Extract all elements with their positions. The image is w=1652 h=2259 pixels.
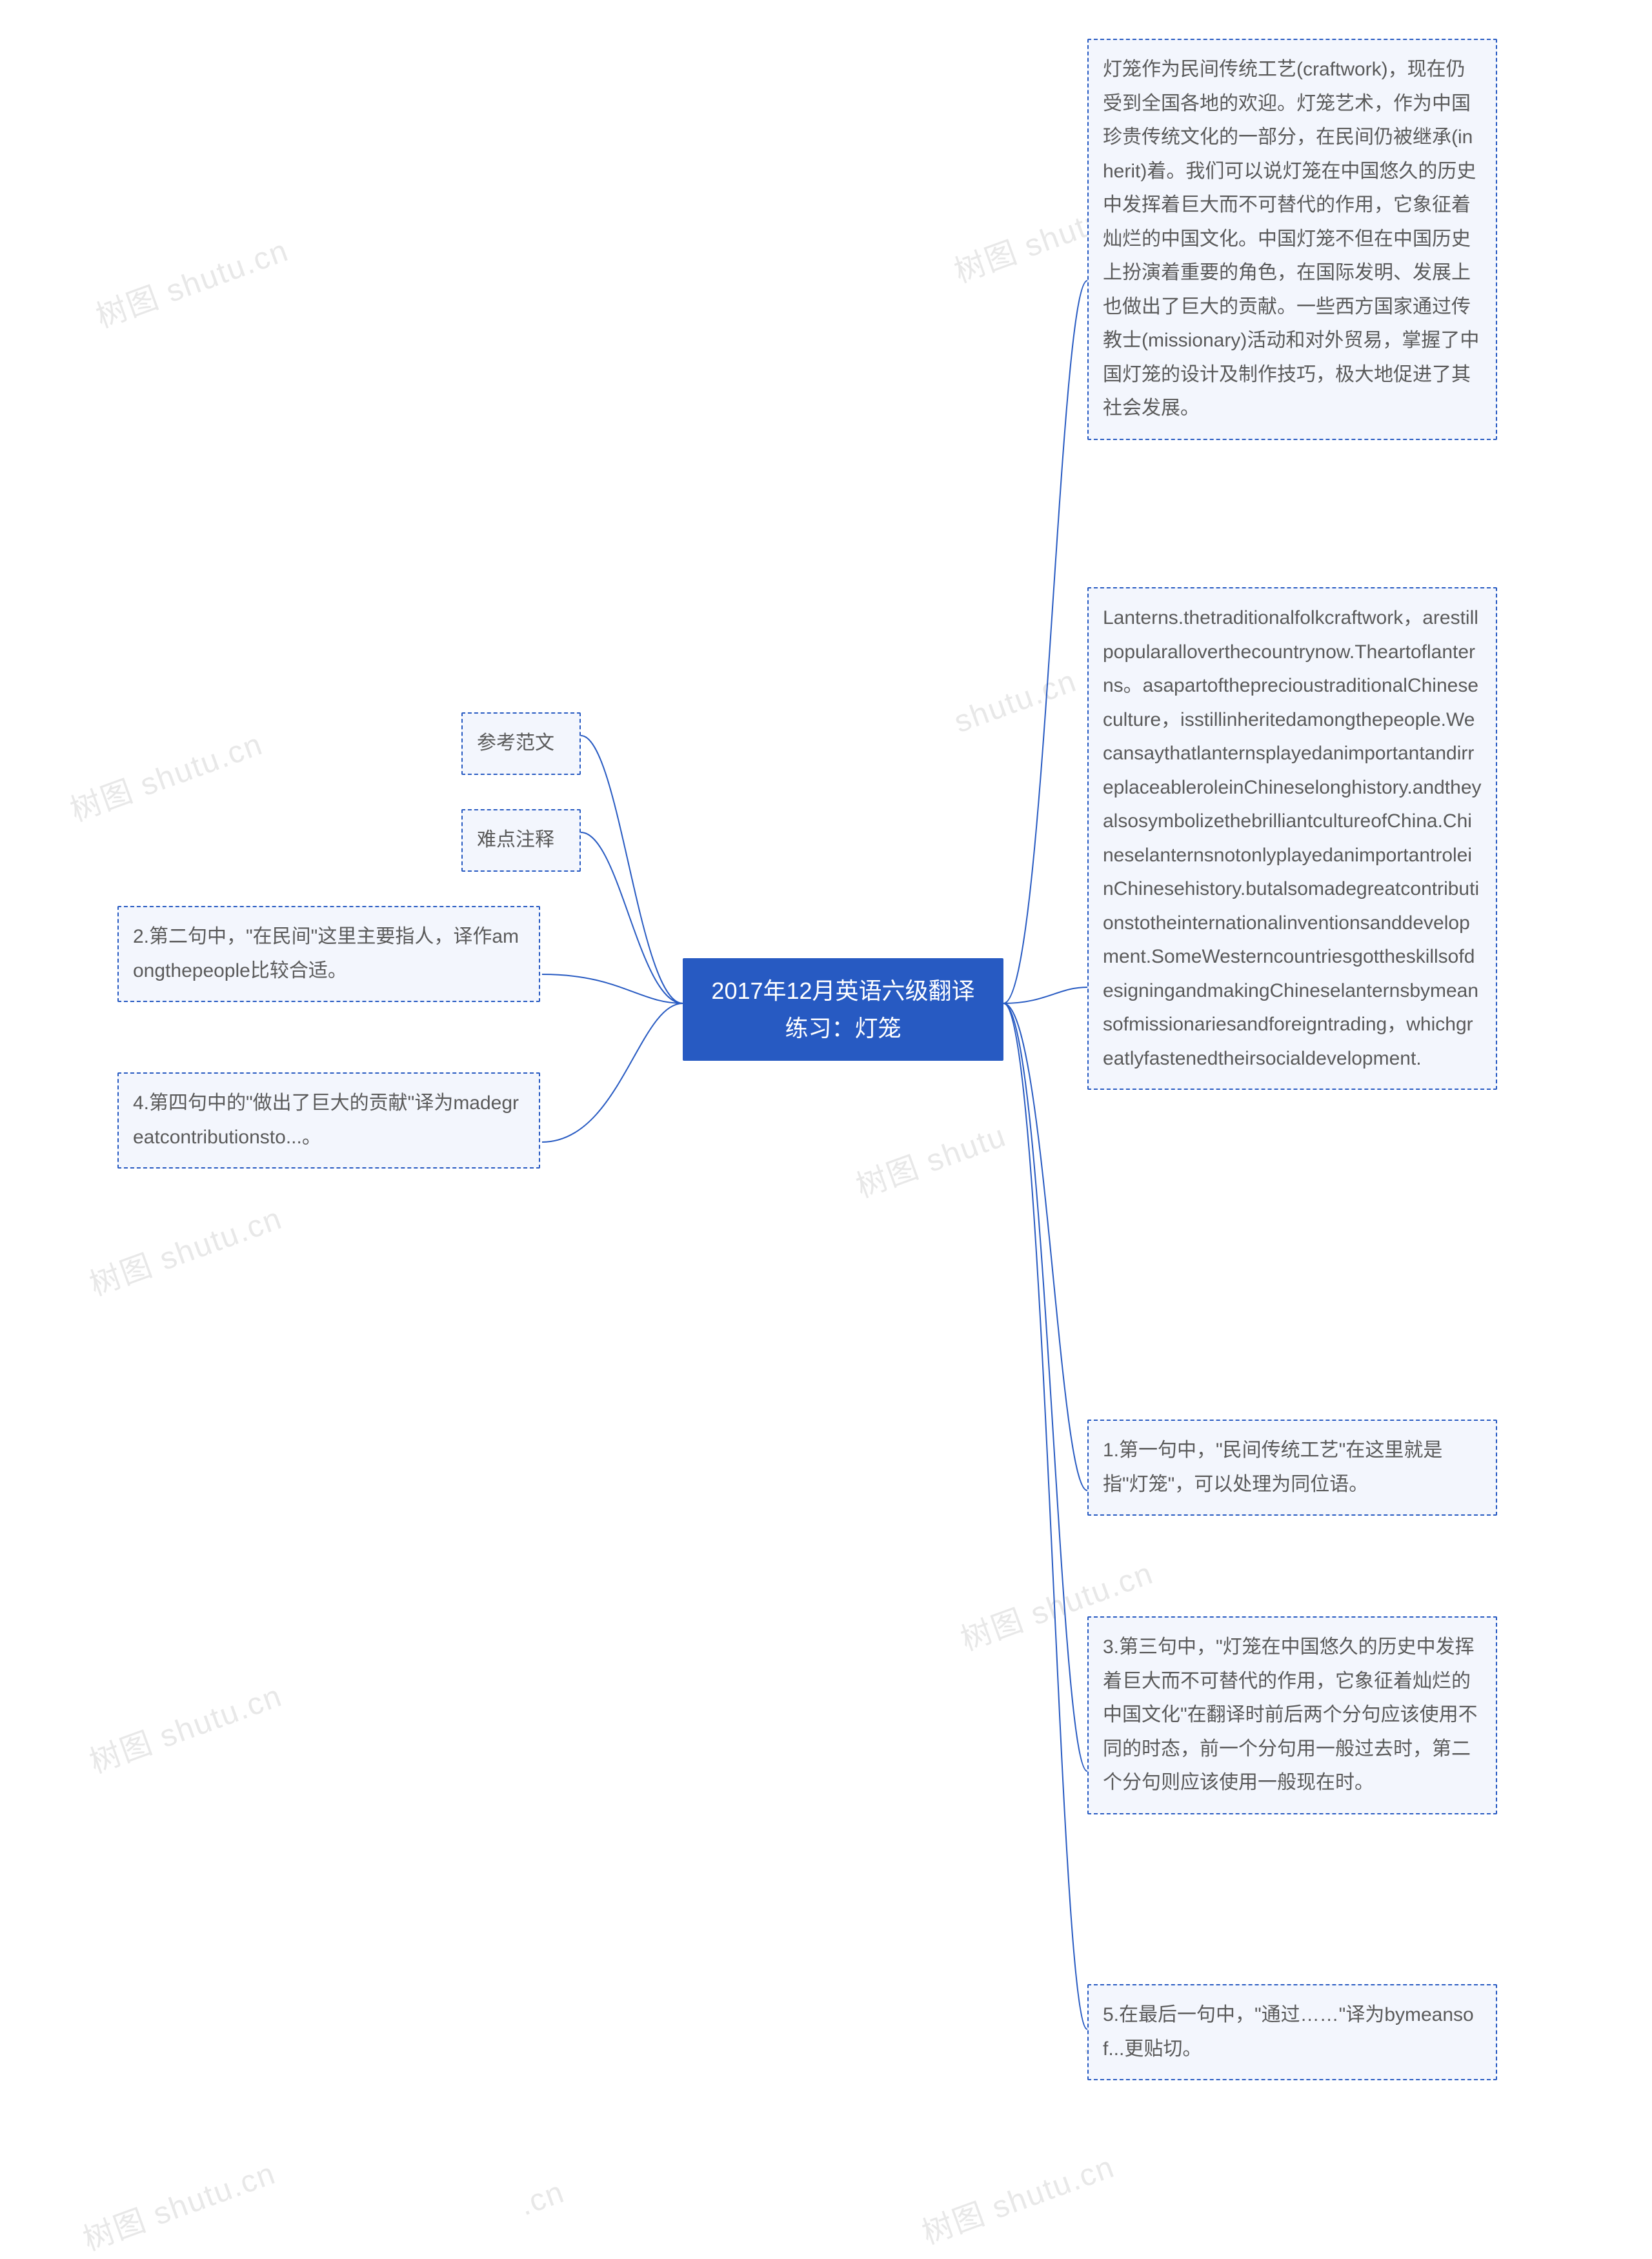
leaf-node-l3: 2.第二句中，"在民间"这里主要指人，译作amongthepeople比较合适。 [117,906,540,1002]
leaf-node-r5: 5.在最后一句中，"通过……"译为bymeansof...更贴切。 [1087,1984,1497,2080]
leaf-text: 参考范文 [477,727,554,761]
leaf-text: 5.在最后一句中，"通过……"译为bymeansof...更贴切。 [1103,1998,1482,2066]
leaf-text: 难点注释 [477,823,554,858]
leaf-text: 1.第一句中，"民间传统工艺"在这里就是指"灯笼"，可以处理为同位语。 [1103,1434,1482,1501]
watermark: .cn [515,2174,570,2224]
leaf-node-l2: 难点注释 [461,809,581,872]
leaf-node-r2: Lanterns.thetraditionalfolkcraftwork，are… [1087,587,1497,1090]
watermark: 树图 shutu.cn [88,225,294,337]
leaf-text: 2.第二句中，"在民间"这里主要指人，译作amongthepeople比较合适。 [133,920,525,988]
watermark: 树图 shutu.cn [63,719,268,830]
leaf-node-r3: 1.第一句中，"民间传统工艺"在这里就是指"灯笼"，可以处理为同位语。 [1087,1420,1497,1516]
leaf-text: Lanterns.thetraditionalfolkcraftwork，are… [1103,601,1482,1076]
leaf-text: 4.第四句中的"做出了巨大的贡献"译为madegreatcontribution… [133,1087,525,1154]
leaf-node-l1: 参考范文 [461,712,581,775]
watermark: 树图 shutu.cn [76,2148,281,2259]
watermark: 树图 shutu.cn [82,1193,287,1305]
leaf-text: 3.第三句中，"灯笼在中国悠久的历史中发挥着巨大而不可替代的作用，它象征着灿烂的… [1103,1631,1482,1800]
watermark: 树图 shutu.cn [914,2142,1120,2253]
leaf-node-r4: 3.第三句中，"灯笼在中国悠久的历史中发挥着巨大而不可替代的作用，它象征着灿烂的… [1087,1616,1497,1814]
leaf-node-l4: 4.第四句中的"做出了巨大的贡献"译为madegreatcontribution… [117,1072,540,1169]
leaf-text: 灯笼作为民间传统工艺(craftwork)，现在仍受到全国各地的欢迎。灯笼艺术，… [1103,53,1482,426]
center-node: 2017年12月英语六级翻译练习：灯笼 [683,958,1003,1061]
watermark: 树图 shutu.cn [82,1671,287,1782]
center-node-text: 2017年12月英语六级翻译练习：灯笼 [702,972,984,1047]
watermark: 树图 shutu [849,1110,1011,1207]
leaf-node-r1: 灯笼作为民间传统工艺(craftwork)，现在仍受到全国各地的欢迎。灯笼艺术，… [1087,39,1497,440]
watermark: shutu.cn [950,663,1082,740]
